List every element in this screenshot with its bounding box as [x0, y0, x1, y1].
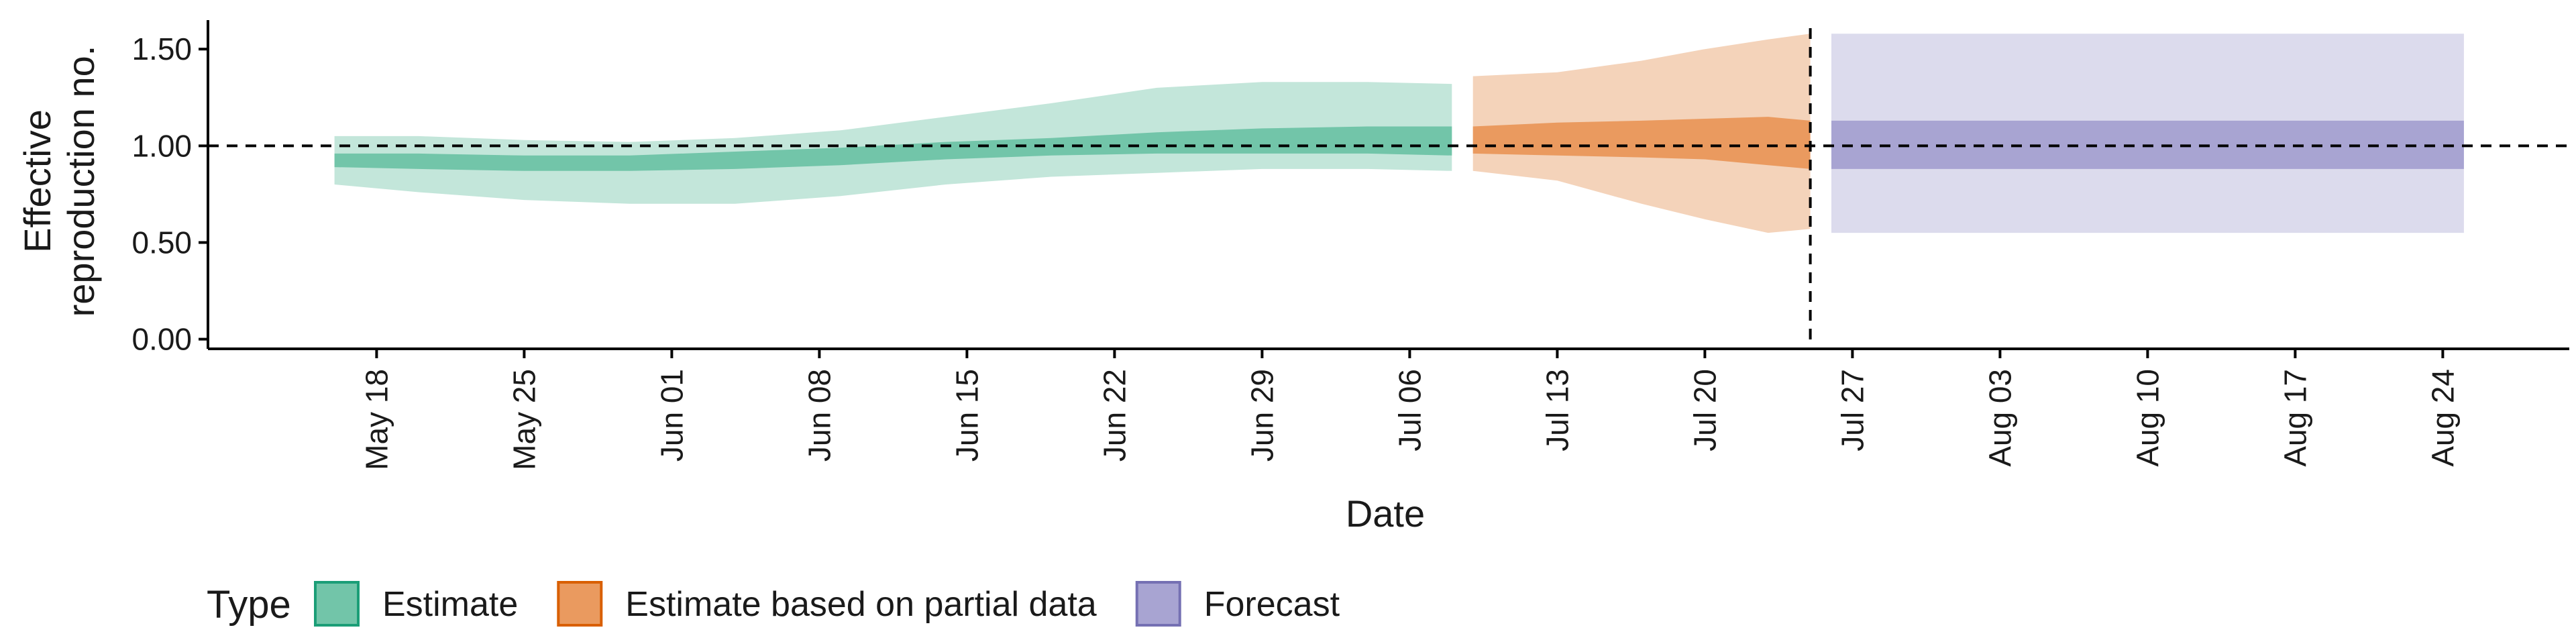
- series-1-inner-band: [334, 126, 1452, 171]
- y-tick-label: 0.50: [131, 225, 192, 260]
- x-tick-label: May 18: [359, 369, 394, 470]
- x-tick-label: Aug 17: [2277, 369, 2312, 467]
- series-2: [1472, 34, 1811, 233]
- x-tick-label: Aug 03: [1982, 369, 2017, 467]
- plot-area: 0.00 0.50 1.00 1.50 May 18 May 25 Jun 01 Jun 08…: [131, 20, 2569, 470]
- x-tick-label: Jun 15: [949, 369, 984, 462]
- legend-label: Forecast: [1204, 585, 1340, 624]
- x-tick-label: Jul 06: [1392, 369, 1427, 451]
- legend-label: Estimate based on partial data: [625, 585, 1097, 624]
- y-tick-label: 0.00: [131, 322, 192, 357]
- x-tick-label: Jun 29: [1244, 369, 1279, 462]
- x-tick-label: Jul 27: [1835, 369, 1870, 451]
- reference-line-layer: [208, 28, 2569, 349]
- ribbon-layer: [334, 34, 2464, 233]
- legend-title: Type: [207, 583, 291, 627]
- legend-items: Estimate Estimate based on partial data Fo…: [314, 581, 1340, 627]
- x-tick-label: Jul 13: [1540, 369, 1574, 451]
- x-tick-label: Jun 08: [802, 369, 837, 462]
- series-3: [1831, 34, 2464, 233]
- legend-item-1: Estimate: [314, 581, 518, 627]
- legend: Type Estimate Estimate based on partial d…: [207, 581, 1340, 627]
- x-tick-label: Aug 24: [2425, 369, 2460, 467]
- x-tick-label: Jun 22: [1097, 369, 1132, 462]
- legend-swatch: [557, 581, 603, 627]
- legend-item-3: Forecast: [1135, 581, 1340, 627]
- x-tick-label: Aug 10: [2130, 369, 2165, 467]
- axis-labels: Effective reproduction no. Date: [16, 46, 1425, 535]
- y-tick-label: 1.50: [131, 32, 192, 66]
- axes-layer: 0.00 0.50 1.00 1.50 May 18 May 25 Jun 01 Jun 08…: [131, 20, 2569, 470]
- series-2-inner-band: [1472, 117, 1811, 169]
- x-tick-label: Jul 20: [1687, 369, 1722, 451]
- y-tick-label: 1.00: [131, 128, 192, 163]
- series-1: [334, 82, 1452, 204]
- legend-swatch: [314, 581, 360, 627]
- x-tick-label: May 25: [506, 369, 541, 470]
- y-axis-title-line-2: reproduction no.: [60, 46, 102, 317]
- y-axis-title-line-1: Effective: [16, 109, 58, 253]
- x-tick-label: Jun 01: [654, 369, 689, 462]
- legend-item-2: Estimate based on partial data: [557, 581, 1097, 627]
- x-axis-title: Date: [1346, 492, 1425, 535]
- legend-label: Estimate: [382, 585, 518, 624]
- series-1-outer-band: [334, 82, 1452, 204]
- legend-swatch: [1135, 581, 1181, 627]
